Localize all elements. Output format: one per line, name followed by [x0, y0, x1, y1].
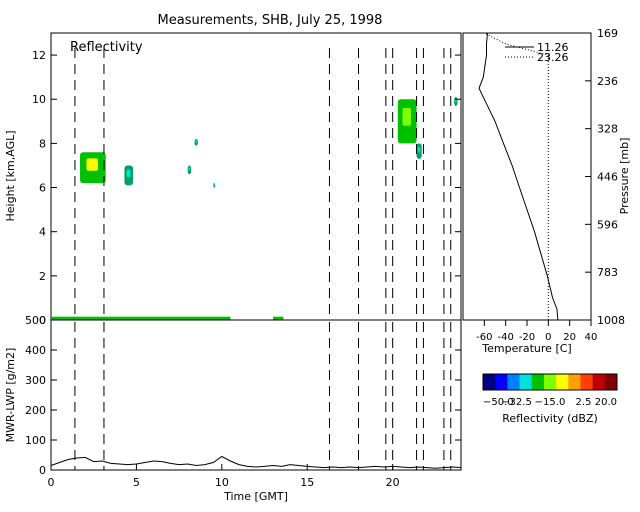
time-xtick-label-10: 10	[215, 476, 229, 489]
temperature-panel: -60 -40 -20 0 20 40 169 236 328 446 596 783 1008 Te…	[462, 27, 631, 355]
echo-core-4	[213, 184, 215, 186]
lwp-y-axis-label: MWR-LWP [g/m2]	[4, 348, 17, 443]
temp-xtick-label-40: -40	[497, 332, 513, 343]
colorbar-cell-6	[556, 374, 569, 390]
colorbar-cell-8	[580, 374, 594, 390]
colorbar-tick-label-20-0: 20.0	[595, 397, 617, 408]
temperature-series-23-26	[484, 32, 549, 320]
echo-core-2	[195, 140, 197, 143]
echo-core-1	[126, 169, 131, 178]
colorbar-tick-labels: −50.0−32.5 −15.0 2.5 20.0	[483, 397, 617, 408]
pressure-tick-label-1008: 1008	[597, 314, 625, 327]
temp-xtick-label-40: 40	[585, 332, 598, 343]
pressure-axis: 169 236 328 446 596 783 1008	[585, 27, 625, 327]
lwp-ytick-label-200: 200	[25, 404, 46, 417]
refl-ytick-label-4: 4	[39, 226, 46, 239]
colorbar-cell-2	[507, 374, 521, 390]
pressure-tick-label-783: 783	[597, 266, 618, 279]
temp-xtick-label-20: 20	[563, 332, 576, 343]
lwp-dashed-lines	[74, 322, 452, 470]
pressure-tick-label-446: 446	[597, 171, 618, 184]
echo-core-3	[188, 167, 191, 171]
temperature-series-11-26	[478, 32, 559, 321]
colorbar-cell-1	[495, 374, 508, 390]
temperature-legend: 11.26 23.26	[505, 41, 569, 64]
lwp-series-line	[50, 455, 462, 469]
lwp-ytick-label-300: 300	[25, 374, 46, 387]
panel-label-reflectivity: Reflectivity	[70, 40, 143, 55]
reflectivity-y-axis-label: Height [km,AGL]	[4, 130, 17, 221]
pressure-tick-label-236: 236	[597, 75, 618, 88]
colorbar-cell-3	[519, 374, 533, 390]
colorbar-cell-10	[604, 374, 618, 390]
colorbar-gradient	[483, 374, 618, 390]
pressure-tick-label-328: 328	[597, 123, 618, 136]
reflectivity-plot-frame	[50, 32, 462, 321]
temperature-x-axis: -60 -40 -20 0 20 40	[476, 320, 597, 343]
legend-label-11-26: 11.26	[537, 41, 569, 54]
echo-8	[51, 316, 231, 320]
colorbar-tick-label-15-0: −15.0	[535, 397, 566, 408]
reflectivity-colorbar: −50.0−32.5 −15.0 2.5 20.0 Reflectivity (dBZ…	[482, 373, 618, 425]
figure-title: Measurements, SHB, July 25, 1998	[158, 13, 383, 28]
echo-core-6	[417, 146, 421, 153]
colorbar-cell-7	[568, 374, 581, 390]
refl-ytick-label-6: 6	[39, 182, 46, 195]
colorbar-tick-label-2-5: 2.5	[576, 397, 592, 408]
colorbar-cell-0	[483, 374, 496, 390]
colorbar-cell-4	[531, 374, 545, 390]
refl-ytick-label-10: 10	[32, 93, 46, 106]
lwp-panel: 0 100 200 300 400 500 0 5 10 15 20 MWR-LWP [g/m2]…	[4, 314, 462, 503]
lwp-ytick-label-0: 0	[39, 464, 46, 477]
colorbar-label: Reflectivity (dBZ)	[502, 412, 598, 425]
pressure-tick-label-596: 596	[597, 218, 618, 231]
time-xtick-label-20: 20	[386, 476, 400, 489]
legend-label-23-26: 23.26	[537, 51, 569, 64]
echo-core-5	[402, 108, 411, 126]
temp-xtick-label-60: -60	[476, 332, 492, 343]
lwp-ytick-label-100: 100	[25, 434, 46, 447]
time-x-axis-label: Time [GMT]	[223, 490, 288, 503]
reflectivity-panel: 0 2 4 6 8 10 12 Reflectivity Height [km,AGL]	[4, 32, 462, 327]
temperature-plot-frame	[462, 32, 592, 321]
lwp-plot-frame	[50, 319, 462, 471]
time-xtick-label-5: 5	[133, 476, 140, 489]
lwp-y-axis: 0 100 200 300 400 500	[25, 314, 461, 477]
temperature-x-axis-label: Temperature [C]	[481, 342, 571, 355]
refl-ytick-label-8: 8	[39, 137, 46, 150]
colorbar-frame	[482, 373, 618, 391]
echo-9	[273, 316, 284, 320]
colorbar-tick-label-32-5: −32.5	[501, 397, 532, 408]
temp-xtick-label-20: -20	[519, 332, 535, 343]
reflectivity-y-axis: 0 2 4 6 8 10 12	[32, 49, 461, 327]
pressure-axis-label: Pressure [mb]	[618, 138, 631, 215]
time-xtick-label-0: 0	[48, 476, 55, 489]
lwp-ytick-label-500: 500	[25, 314, 46, 327]
reflectivity-echoes	[51, 97, 458, 320]
temp-xtick-label-0: 0	[545, 332, 551, 343]
time-x-axis: 0 5 10 15 20	[48, 464, 400, 489]
echo-core-0	[86, 158, 98, 171]
refl-ytick-label-12: 12	[32, 49, 46, 62]
refl-ytick-label-2: 2	[39, 270, 46, 283]
time-xtick-label-15: 15	[300, 476, 314, 489]
colorbar-cell-5	[543, 374, 557, 390]
refl-ytick-label-0: 0	[39, 314, 46, 327]
colorbar-cell-9	[592, 374, 606, 390]
lwp-ytick-label-400: 400	[25, 344, 46, 357]
pressure-tick-label-169: 169	[597, 27, 618, 40]
colorbar-tick-label-50-0: −50.0	[483, 397, 514, 408]
reflectivity-dashed-lines	[74, 48, 452, 320]
